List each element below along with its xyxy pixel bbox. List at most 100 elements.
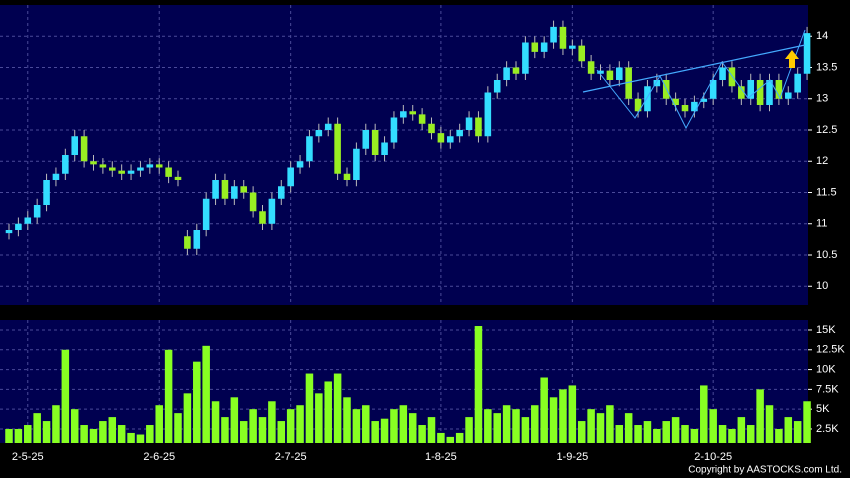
candle-body [221, 180, 229, 199]
candle-body [24, 217, 32, 224]
volume-bar [427, 417, 436, 443]
volume-bar [286, 409, 295, 443]
volume-bar [52, 405, 60, 443]
volume-bar [615, 425, 624, 443]
volume-bar [324, 381, 332, 443]
volume-bar [5, 428, 13, 443]
candle-body [756, 80, 764, 105]
candle-body [202, 198, 210, 230]
volume-bar [803, 401, 811, 443]
candle-body [174, 176, 182, 180]
volume-bar [408, 413, 417, 443]
volume-bar [14, 428, 23, 443]
candle-body [353, 148, 360, 180]
volume-bar [80, 425, 88, 443]
volume-bar [202, 345, 210, 443]
volume-bar [568, 385, 577, 443]
volume-bar [756, 389, 764, 443]
volume-bar [793, 421, 802, 443]
candle-body [268, 198, 276, 224]
volume-bar [737, 417, 746, 443]
candle-body [193, 230, 201, 249]
volume-bar [559, 389, 567, 443]
volume-bar [606, 405, 614, 443]
volume-bar [146, 425, 154, 443]
x-tick-label: 2-7-25 [275, 451, 307, 463]
volume-bar [239, 421, 248, 443]
volume-bar [33, 413, 41, 443]
candle-body [522, 42, 529, 74]
y-tick-label: 10K [816, 363, 836, 375]
candle-body [409, 111, 417, 115]
candle-body [512, 67, 520, 74]
candle-body [559, 26, 567, 49]
candle-body [381, 142, 388, 155]
candle-body [709, 80, 717, 99]
candle-body [531, 42, 539, 52]
volume-bar [465, 417, 473, 443]
candle-body [371, 130, 379, 155]
volume-bar [108, 417, 117, 443]
y-tick-label: 5K [816, 403, 830, 415]
candle-body [653, 80, 661, 87]
candle-body [437, 133, 445, 143]
candle-body [428, 123, 435, 134]
candle-body [231, 186, 238, 199]
candle-body [775, 80, 783, 99]
volume-bar [549, 397, 558, 443]
volume-bar [89, 428, 98, 443]
candle-body [794, 73, 801, 93]
candle-body [296, 161, 304, 168]
volume-bar [455, 432, 464, 443]
candle-body [165, 167, 172, 177]
candle-body [456, 130, 463, 137]
candle-body [127, 170, 135, 174]
volume-bar [643, 421, 652, 443]
volume-bar [70, 409, 79, 443]
candle-body [634, 98, 642, 112]
candle-body [259, 211, 266, 224]
candle-body [155, 164, 163, 168]
x-tick-label: 2-5-25 [12, 451, 44, 463]
trend-line [582, 44, 806, 93]
volume-bar [399, 405, 408, 443]
volume-bar [700, 385, 708, 443]
y-tick-label: 7.5K [816, 383, 839, 395]
volume-bar [164, 349, 173, 443]
candle-body [43, 180, 50, 205]
volume-bar [61, 349, 70, 443]
volume-bar [230, 397, 239, 443]
candle-body [672, 98, 679, 105]
volume-bar [315, 393, 323, 443]
volume-bar [277, 421, 286, 443]
candle-body [33, 205, 41, 218]
y-tick-label: 15K [816, 324, 836, 336]
volume-bar [521, 417, 530, 443]
volume-bar [174, 413, 182, 443]
candle-body [90, 161, 97, 165]
volume-bar [577, 421, 586, 443]
volume-bar [671, 417, 680, 443]
candle-body [728, 67, 736, 87]
candle-body [212, 180, 219, 199]
volume-bar [446, 436, 455, 443]
volume-bar [512, 409, 520, 443]
candle-body [62, 155, 69, 174]
volume-bar [746, 425, 755, 443]
candle-body [738, 86, 745, 99]
volume-bar [221, 417, 229, 443]
volume-bar [333, 373, 342, 443]
volume-bar [296, 405, 304, 443]
candle-body [146, 164, 154, 168]
candle-body [784, 92, 792, 99]
candle-body [249, 192, 257, 212]
arrow-icon [785, 50, 799, 68]
candle-body [334, 123, 341, 174]
x-tick-label: 1-9-25 [556, 451, 588, 463]
volume-bar [136, 434, 145, 443]
y-tick-label: 2.5K [816, 423, 839, 435]
x-tick-label: 2-6-25 [143, 451, 175, 463]
x-tick-label: 2-10-25 [694, 451, 732, 463]
price-panel [0, 5, 808, 305]
volume-bar [99, 421, 107, 443]
